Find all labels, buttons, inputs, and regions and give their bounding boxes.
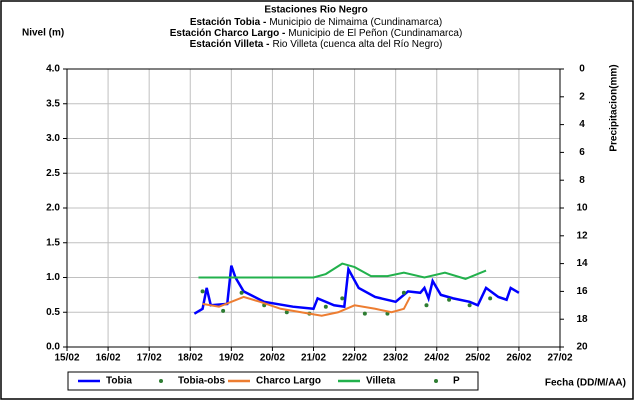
legend-label: Villeta (366, 376, 396, 387)
x-tick-label: 17/02 (137, 353, 162, 364)
x-axis-label: Fecha (DD/M/AA) (545, 378, 626, 389)
legend-label: Charco Largo (256, 376, 321, 387)
y2-axis-label: Precipitacion(mm) (609, 64, 620, 151)
legend-box (67, 371, 479, 391)
legend-label: Tobia (106, 376, 132, 387)
y2-tick-label: 6 (579, 147, 585, 158)
x-tick-label: 19/02 (219, 353, 244, 364)
series-point (447, 297, 452, 302)
subtitle: Estación Charco Largo - Municipio de El P… (170, 28, 463, 39)
y-axis-label: Nivel (m) (22, 28, 64, 39)
series-point (221, 308, 226, 313)
subtitle-location: Municipio de El Peñon (Cundinamarca) (288, 28, 462, 39)
x-tick-label: 15/02 (54, 353, 79, 364)
legend-swatch (434, 379, 438, 383)
series-point (200, 289, 205, 294)
y2-tick-label: 12 (576, 230, 588, 241)
x-tick-label: 18/02 (178, 353, 203, 364)
y2-tick-label: 8 (579, 175, 585, 186)
y-tick-label: 3.5 (46, 98, 60, 109)
chart-title: Estaciones Rio Negro (264, 5, 367, 16)
series-line (198, 262, 487, 280)
legend-label: P (453, 376, 460, 387)
series-line (193, 265, 520, 315)
subtitle-station: Estación Charco Largo - (170, 28, 286, 39)
series-point (323, 304, 328, 309)
y-tick-label: 4.0 (46, 64, 60, 75)
y2-tick-label: 16 (576, 286, 588, 297)
x-tick-label: 22/02 (342, 353, 367, 364)
y-tick-label: 1.0 (46, 272, 60, 283)
legend-label: Tobia-obs (178, 376, 225, 387)
series-point (362, 311, 367, 316)
x-tick-label: 16/02 (96, 353, 121, 364)
y2-tick-label: 20 (576, 342, 588, 353)
series-point (424, 303, 429, 308)
subtitle-station: Estación Villeta - (190, 39, 270, 50)
series-point (467, 303, 472, 308)
series-point (239, 290, 244, 295)
plot-frame (66, 68, 561, 348)
x-tick-label: 25/02 (465, 353, 490, 364)
y-tick-label: 2.5 (46, 168, 60, 179)
series-point (488, 296, 493, 301)
x-tick-label: 23/02 (383, 353, 408, 364)
subtitle: Estación Villeta - Rio Villeta (cuenca al… (190, 39, 443, 50)
subtitle: Estación Tobia - Municipio de Nimaima (Cu… (190, 17, 442, 28)
y-tick-label: 1.5 (46, 237, 60, 248)
y-tick-label: 2.0 (46, 203, 60, 214)
subtitle-location: Municipio de Nimaima (Cundinamarca) (269, 17, 442, 28)
x-tick-label: 24/02 (424, 353, 449, 364)
y2-tick-label: 14 (576, 258, 588, 269)
subtitle-location: Rio Villeta (cuenca alta del Río Negro) (272, 39, 442, 50)
series-point (385, 311, 390, 316)
x-tick-label: 21/02 (301, 353, 326, 364)
series-point (340, 296, 345, 301)
y-tick-label: 0.5 (46, 307, 60, 318)
series-line (202, 295, 411, 317)
series-point (284, 310, 289, 315)
y2-tick-label: 0 (579, 64, 585, 75)
y2-tick-label: 10 (576, 203, 588, 214)
y2-tick-label: 4 (579, 119, 585, 130)
y-tick-label: 0.0 (46, 342, 60, 353)
legend-swatch (159, 379, 163, 383)
y2-tick-label: 2 (579, 91, 585, 102)
x-tick-label: 20/02 (260, 353, 285, 364)
x-tick-label: 26/02 (506, 353, 531, 364)
y2-tick-label: 18 (576, 314, 588, 325)
y-tick-label: 3.0 (46, 133, 60, 144)
subtitle-station: Estación Tobia - (190, 17, 267, 28)
x-tick-label: 27/02 (547, 353, 572, 364)
series-point (401, 290, 406, 295)
